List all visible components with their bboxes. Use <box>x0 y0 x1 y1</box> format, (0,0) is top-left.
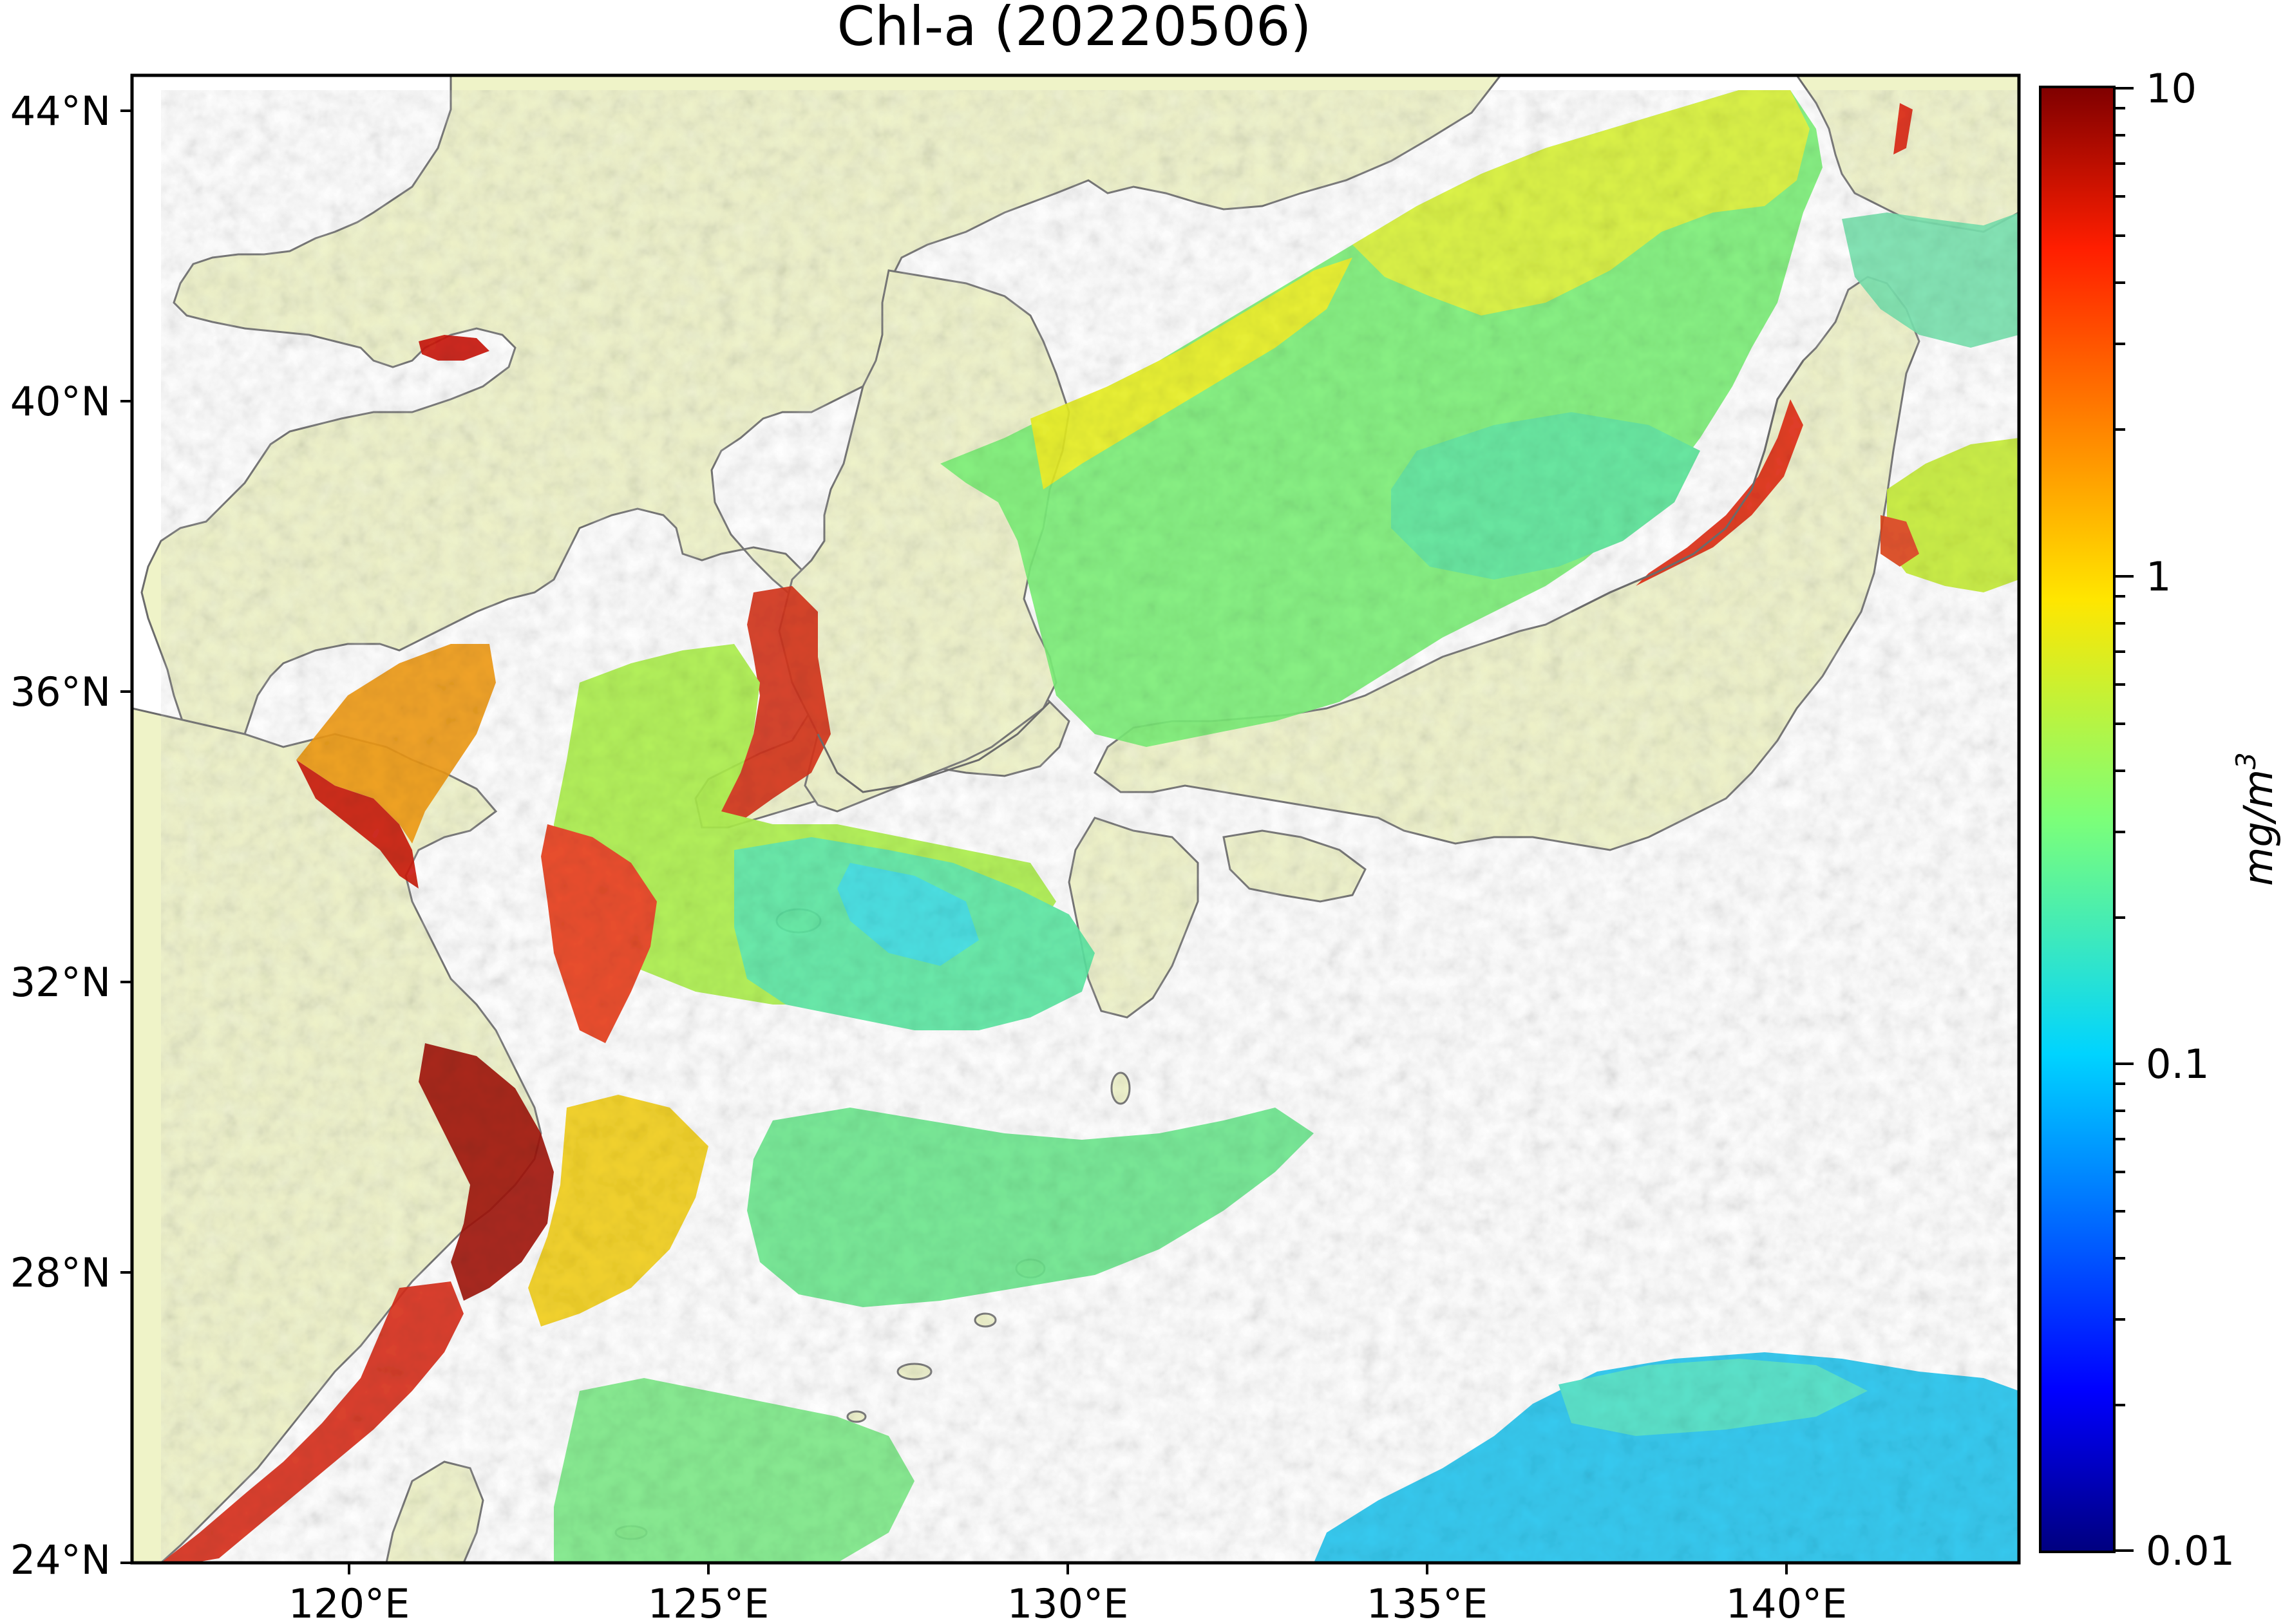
colorbar-tick-label: 0.1 <box>2146 1041 2210 1088</box>
lon-tick-label: 130°E <box>1007 1580 1129 1624</box>
land-shikoku <box>1222 829 1367 903</box>
chl-bohai-plume-red <box>296 760 419 889</box>
lat-tick-label: 28°N <box>10 1249 111 1296</box>
chl-south-sea-2 <box>554 1378 914 1563</box>
chl-pacific-se-light <box>1558 1359 1868 1436</box>
lon-tick-label: 120°E <box>289 1580 410 1624</box>
lon-axis: 120°E 125°E 130°E 135°E 140°E <box>289 1563 1848 1624</box>
chl-jiangsu-shoal <box>541 824 657 1043</box>
land-mainland-north <box>132 75 1502 829</box>
land-kyushu <box>1068 817 1199 1019</box>
chl-bohai-top <box>419 335 489 361</box>
chl-hokkaido-coast <box>1842 212 2019 348</box>
colorbar-tick-label: 1 <box>2146 553 2171 600</box>
colorbar-label-sup: 3 <box>2230 752 2262 770</box>
chl-a-data-layer <box>161 90 2019 1563</box>
chl-korea-west-high <box>715 586 831 831</box>
chl-south-sea <box>747 1108 1314 1307</box>
map-frame <box>130 73 2021 1565</box>
lon-tick-label: 140°E <box>1726 1580 1848 1624</box>
coastline-korea <box>817 701 1051 793</box>
colorbar-ticks <box>2114 87 2134 1552</box>
land-honshu <box>1094 276 1920 851</box>
coastline-overlay <box>817 360 1805 793</box>
colorbar-gradient <box>2039 86 2116 1553</box>
chl-zhejiang-coast <box>161 1281 464 1563</box>
colorbar-tick-label: 0.01 <box>2146 1527 2235 1574</box>
chl-sea-of-japan-yellow-band <box>1030 258 1352 489</box>
lat-tick-label: 32°N <box>10 959 111 1006</box>
chl-ecs-yellow <box>528 1095 708 1327</box>
lon-tick-label: 135°E <box>1367 1580 1488 1624</box>
lat-tick-label: 24°N <box>10 1536 111 1583</box>
colorbar-label: mg/m3 <box>2230 752 2282 886</box>
chl-hokkaido-red <box>1893 103 1913 155</box>
lat-tick-label: 36°N <box>10 668 111 715</box>
colorbar-tick-label: 10 <box>2146 65 2197 112</box>
coastline-honshu-north <box>1571 360 1805 613</box>
land-taiwan <box>385 1460 484 1563</box>
land-layer <box>132 75 2019 1563</box>
chl-pacific-se <box>1314 1352 2019 1563</box>
chl-east-china-sea-cyan <box>837 863 979 966</box>
lon-tick-label: 125°E <box>648 1580 770 1624</box>
colorbar: 10 1 0.1 0.01 mg/m3 <box>2039 65 2282 1574</box>
map-title: Chl-a (20220506) <box>837 0 1312 58</box>
lat-tick-label: 44°N <box>10 88 111 135</box>
chl-honshu-coast-high <box>1636 399 1803 586</box>
land-hokkaido <box>1795 75 2019 233</box>
map-area <box>132 75 2019 1563</box>
chl-pacific-east-honshu <box>1887 438 2019 592</box>
lat-tick-label: 40°N <box>10 378 111 425</box>
colorbar-label-text: mg/m <box>2235 770 2282 886</box>
chl-pacific-east-honshu-red <box>1880 515 1919 567</box>
chl-sea-of-japan-north-yellow <box>1352 90 1810 316</box>
chl-changjiang-plume <box>419 1043 554 1301</box>
chl-sea-of-japan-south <box>1391 412 1700 580</box>
chl-bohai-plume <box>296 644 496 844</box>
lat-axis: 44°N 40°N 36°N 32°N 28°N 24°N <box>10 88 132 1583</box>
